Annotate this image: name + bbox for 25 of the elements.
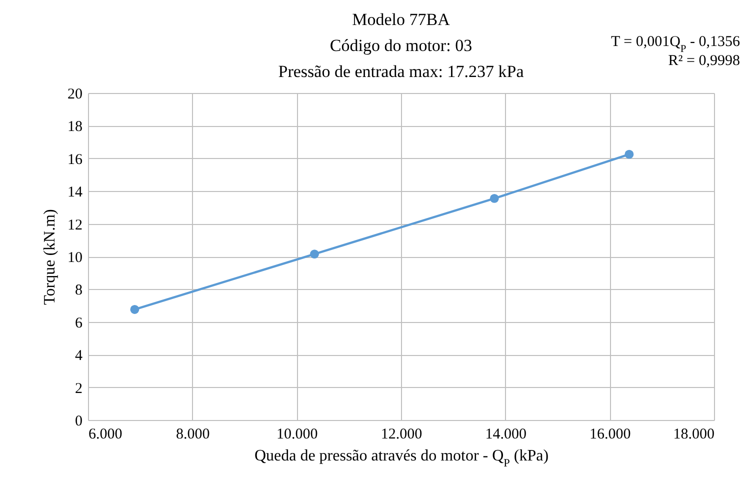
y-tick-label: 2 (75, 380, 82, 397)
text: R² = 0,9998 (668, 53, 740, 69)
y-tick-label: 16 (68, 152, 83, 168)
y-tick-label: 18 (68, 119, 82, 136)
x-tick-label: 18.000 (673, 426, 714, 442)
y-tick-label: 0 (75, 414, 82, 430)
text: T = 0,001Q$_{P}$ - 0,1356 (610, 34, 740, 54)
y-tick-label: 12 (68, 217, 82, 234)
x-tick-label: 6.000 (88, 426, 122, 442)
y-tick-label: 10 (68, 250, 82, 266)
y-tick-label: 8 (75, 282, 82, 299)
text: Modelo 77BA (352, 10, 450, 29)
y-tick-label: 20 (68, 86, 82, 102)
y-tick-label: 6 (75, 315, 83, 332)
y-axis-title: Torque (kN.m) (42, 209, 58, 305)
text: Código do motor: 03 (330, 36, 472, 55)
x-tick-label: 16.000 (590, 426, 631, 442)
x-tick-label: 10.000 (276, 426, 318, 442)
y-tick-label: 14 (68, 184, 83, 201)
x-tick-label: 8.000 (176, 426, 210, 442)
x-axis-title: Queda de pressão através do motor - Q$_{P}$ (kPa) (254, 448, 549, 470)
x-tick-label: 14.000 (485, 426, 526, 442)
y-tick-label: 4 (75, 348, 83, 364)
text: Pressão de entrada max: 17.237 kPa (278, 62, 524, 81)
x-tick-label: 12.000 (380, 426, 422, 442)
